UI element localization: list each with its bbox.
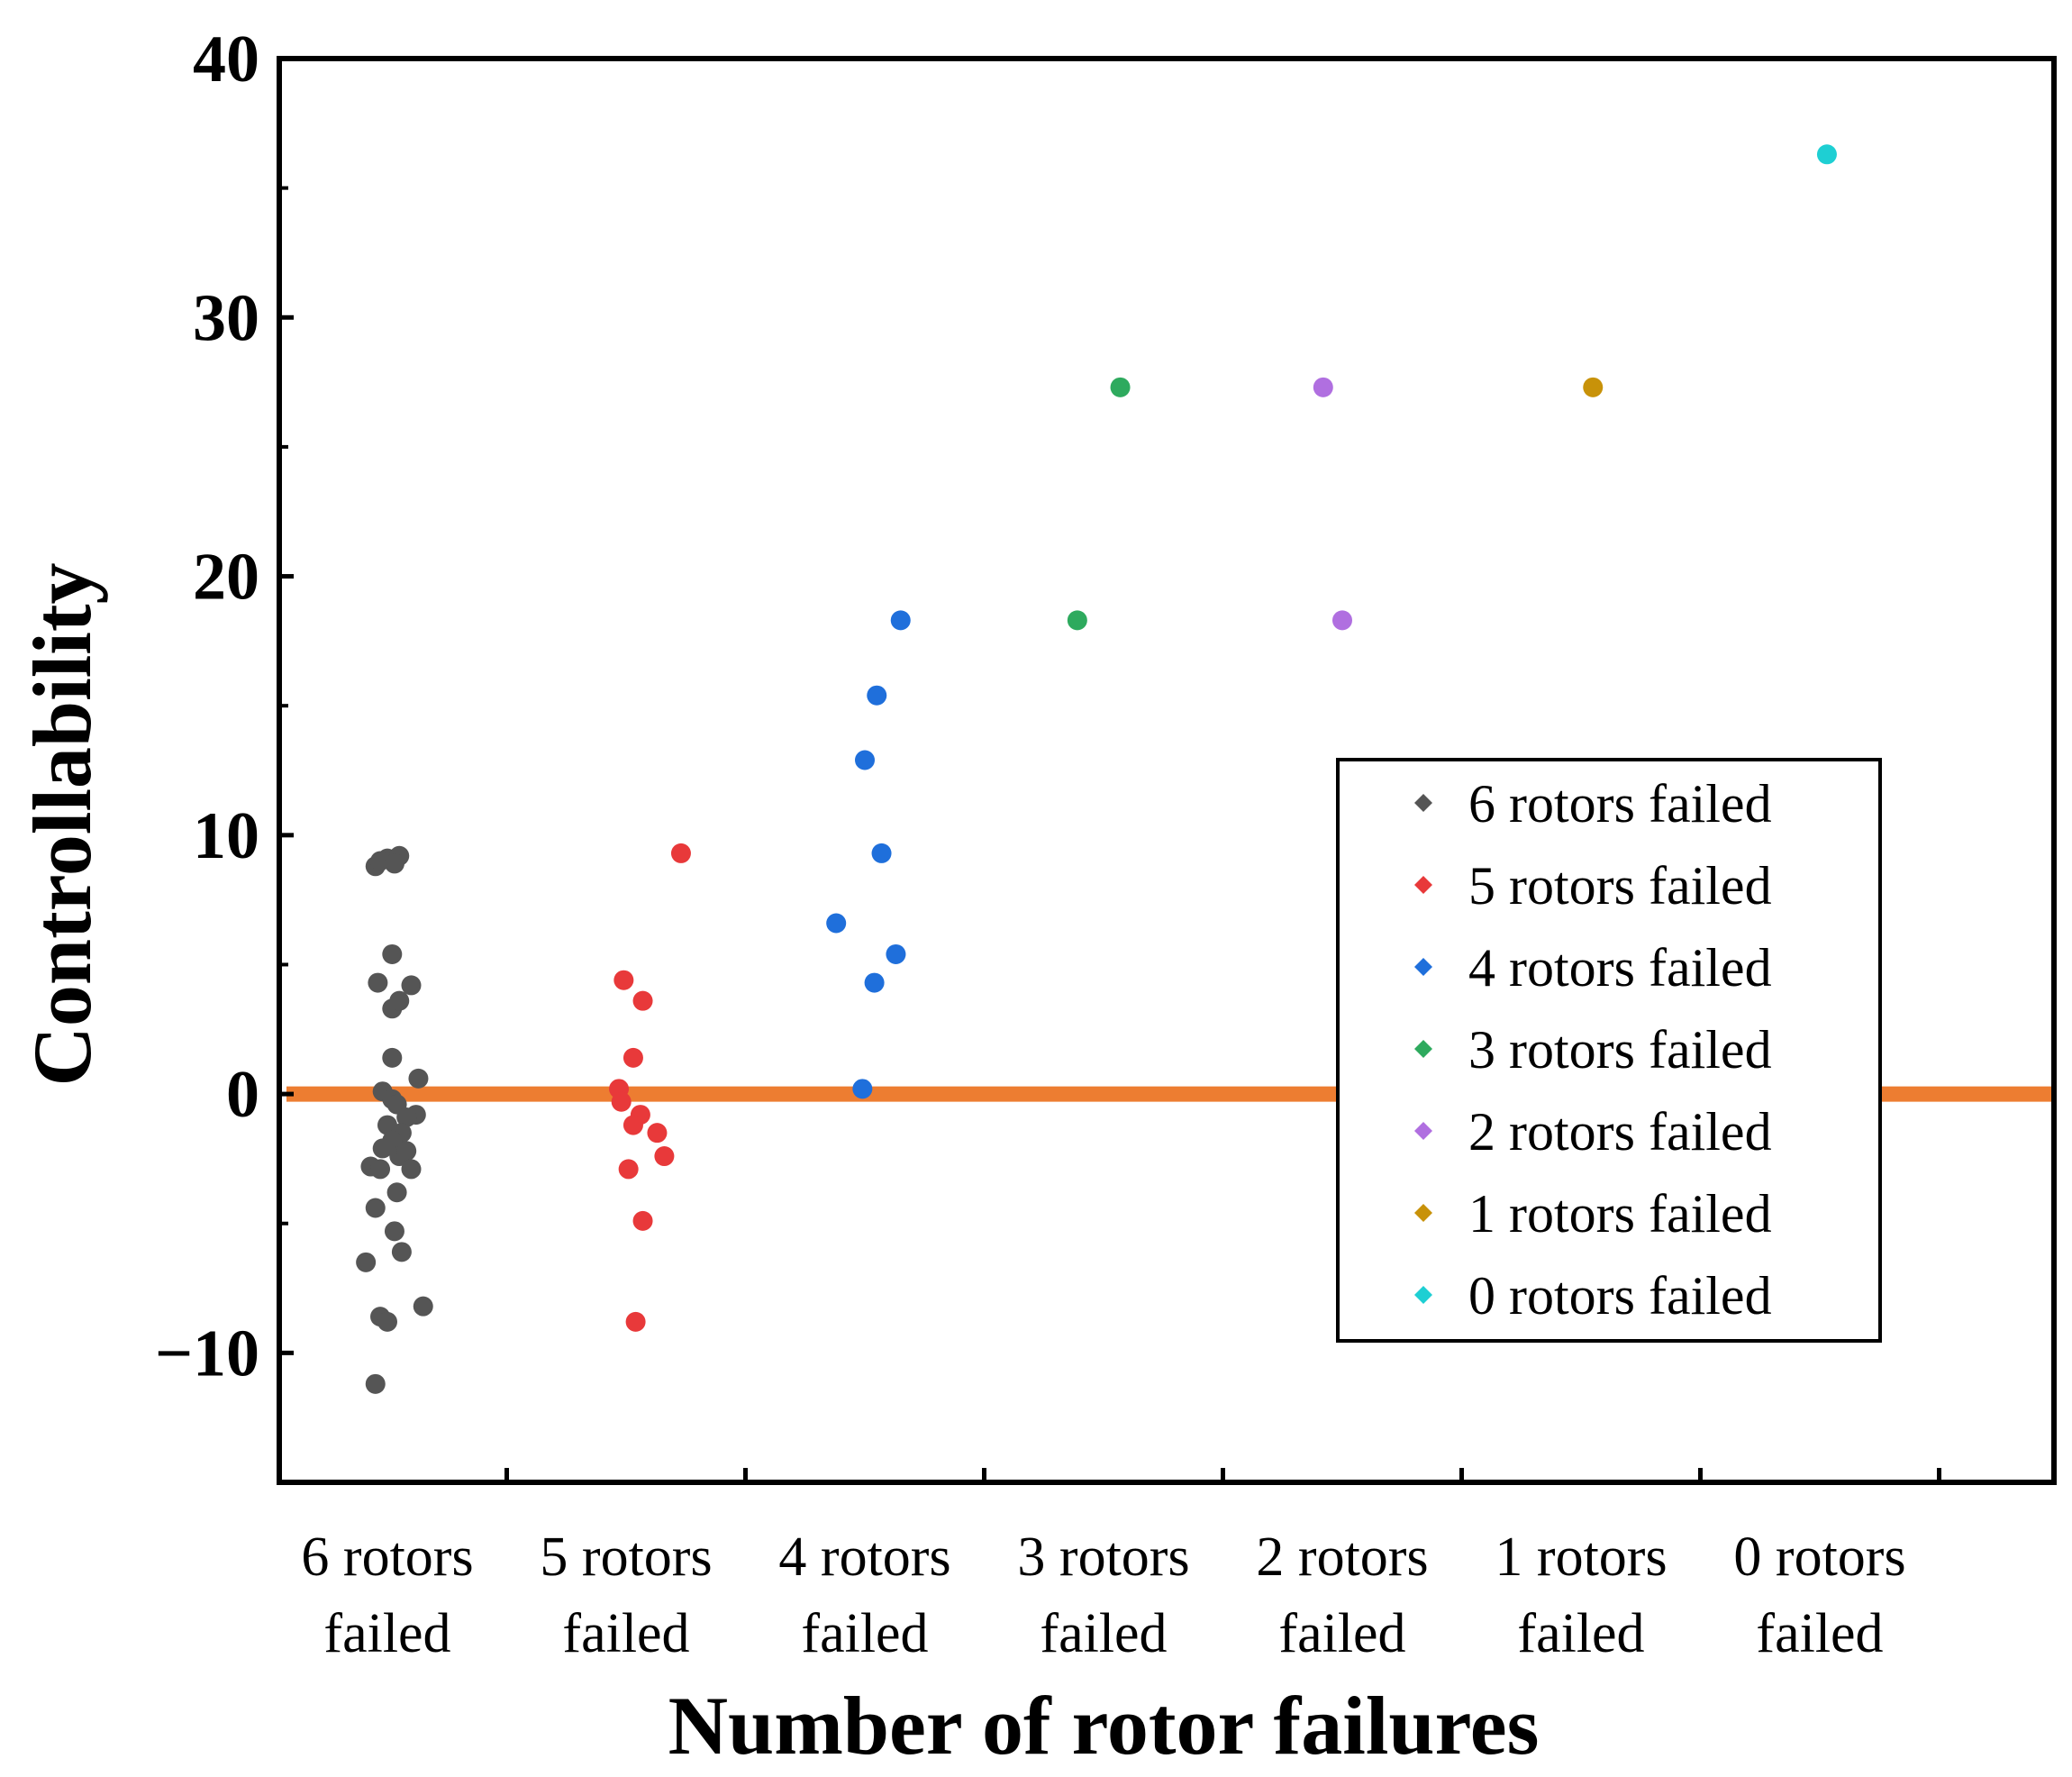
data-point	[1110, 377, 1131, 397]
data-point	[384, 1221, 404, 1242]
data-point	[632, 990, 653, 1011]
legend-marker-icon	[1414, 794, 1432, 812]
legend-entry-label: 2 rotors failed	[1468, 1102, 1772, 1162]
data-point	[886, 943, 906, 964]
plot-frame	[277, 56, 2057, 1485]
data-point	[855, 750, 875, 770]
x-axis: 6 rotors failed 5 rotors failed 4 rotors fail…	[301, 1468, 1941, 1664]
x-tick-label-line2: failed	[1756, 1603, 1883, 1664]
legend-entry-label: 0 rotors failed	[1468, 1266, 1772, 1326]
data-point	[867, 685, 887, 706]
y-tick-label: 0	[226, 1058, 259, 1132]
y-tick-label: −10	[155, 1317, 259, 1390]
data-point	[1067, 610, 1087, 631]
legend-entry-label: 1 rotors failed	[1468, 1184, 1772, 1244]
data-point	[611, 1091, 632, 1112]
x-tick-label-line1: 5 rotors	[540, 1526, 712, 1588]
y-tick-label: 20	[193, 541, 259, 615]
data-point	[382, 1047, 403, 1068]
data-points	[356, 144, 1837, 1394]
data-point	[623, 1047, 643, 1068]
data-point	[401, 1159, 422, 1180]
data-point	[384, 853, 404, 874]
x-tick-label-line2: failed	[801, 1603, 928, 1664]
legend-entry-label: 3 rotors failed	[1468, 1020, 1772, 1080]
data-point	[1816, 144, 1837, 165]
x-tick-label-line1: 3 rotors	[1017, 1526, 1189, 1588]
x-tick-label-line1: 4 rotors	[778, 1526, 950, 1588]
x-tick-label-line1: 2 rotors	[1256, 1526, 1428, 1588]
data-point	[396, 1107, 417, 1127]
data-point	[670, 843, 691, 863]
x-tick-label-line2: failed	[323, 1603, 450, 1664]
legend-marker-icon	[1414, 1040, 1432, 1058]
y-axis: −10 0 10 20 30 40	[155, 23, 294, 1390]
data-point	[826, 913, 847, 934]
data-point	[890, 610, 911, 631]
data-point	[871, 843, 892, 863]
data-point	[401, 975, 422, 996]
legend-marker-icon	[1414, 876, 1432, 894]
data-point	[391, 1242, 412, 1262]
data-point	[1332, 610, 1352, 631]
legend-marker-icon	[1414, 958, 1432, 976]
data-point	[356, 1252, 377, 1272]
data-point	[613, 970, 634, 990]
data-point	[1583, 377, 1604, 397]
data-point	[389, 990, 410, 1011]
x-tick-label-line1: 1 rotors	[1495, 1526, 1667, 1588]
data-point	[377, 1311, 397, 1332]
legend-entry-label: 5 rotors failed	[1468, 856, 1772, 916]
x-axis-title: Number of rotor failures	[668, 1680, 1540, 1772]
x-tick-label-line2: failed	[1040, 1603, 1167, 1664]
data-point	[408, 1068, 429, 1089]
data-point	[852, 1079, 873, 1099]
legend: 6 rotors failed 5 rotors failed 4 rotors f…	[1336, 758, 1882, 1343]
data-point	[632, 1210, 653, 1231]
data-point	[1313, 377, 1333, 397]
data-point	[623, 1115, 643, 1135]
data-point	[365, 1198, 386, 1218]
data-point	[365, 1373, 386, 1394]
data-point	[864, 972, 885, 993]
x-tick-label-line2: failed	[1278, 1603, 1405, 1664]
y-tick-label: 30	[193, 281, 259, 355]
x-tick-label-line2: failed	[562, 1603, 689, 1664]
y-axis-title: Controllability	[16, 562, 108, 1086]
y-tick-label: 10	[193, 799, 259, 873]
data-point	[372, 1138, 393, 1159]
data-point	[647, 1123, 668, 1144]
x-tick-label-line1: 6 rotors	[301, 1526, 473, 1588]
data-point	[413, 1296, 433, 1317]
data-point	[370, 1159, 391, 1180]
data-point	[625, 1311, 646, 1332]
legend-marker-icon	[1414, 1286, 1432, 1304]
legend-entry-label: 6 rotors failed	[1468, 774, 1772, 834]
legend-marker-icon	[1414, 1122, 1432, 1140]
data-point	[382, 943, 403, 964]
data-point	[618, 1159, 639, 1180]
y-tick-label: 40	[193, 23, 259, 96]
data-point	[368, 972, 388, 993]
data-point	[654, 1146, 675, 1167]
data-point	[386, 1182, 407, 1203]
legend-marker-icon	[1414, 1204, 1432, 1222]
legend-entry-label: 4 rotors failed	[1468, 938, 1772, 998]
data-point	[396, 1141, 417, 1162]
x-tick-label-line1: 0 rotors	[1733, 1526, 1905, 1588]
x-tick-label-line2: failed	[1517, 1603, 1644, 1664]
